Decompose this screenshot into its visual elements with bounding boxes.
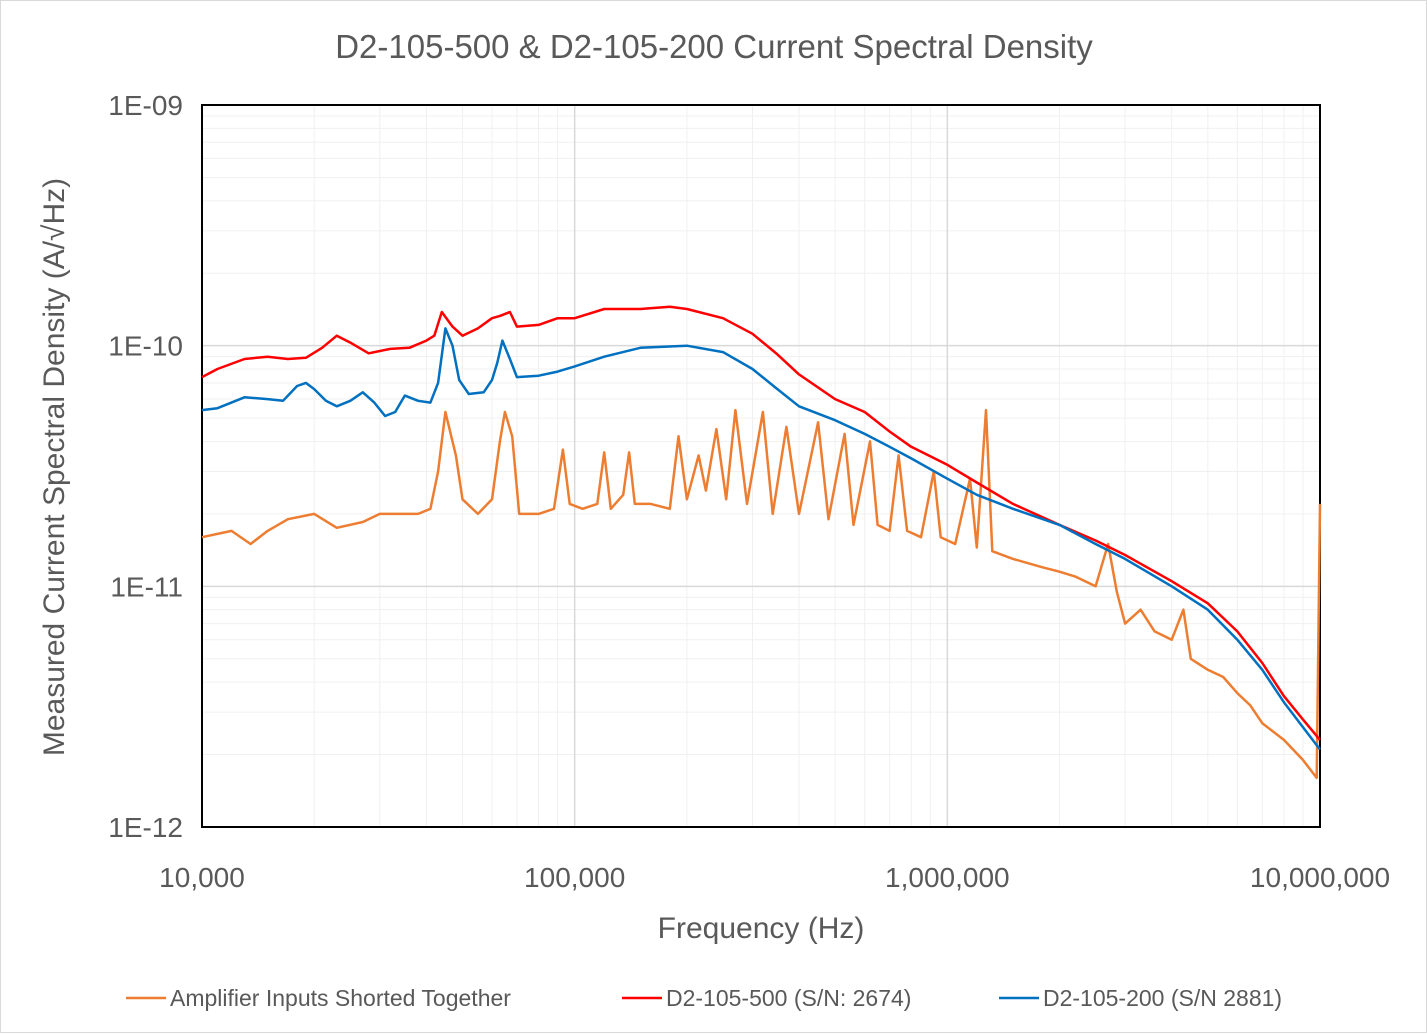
y-tick-label: 1E-12: [108, 812, 183, 843]
series-lines: [201, 305, 1322, 780]
series-line-1: [201, 408, 1322, 780]
series-line-2: [201, 305, 1321, 741]
x-tick-label: 100,000: [524, 862, 625, 893]
series-line-3: [201, 327, 1321, 751]
y-axis-title: Measured Current Spectral Density (A/√Hz…: [38, 178, 71, 756]
x-tick-label: 1,000,000: [885, 862, 1010, 893]
y-tick-label: 1E-11: [110, 571, 183, 602]
gridlines: [201, 104, 1321, 828]
x-tick-label: 10,000,000: [1250, 862, 1390, 893]
x-axis-tick-labels: 10,000 100,000 1,000,000 10,000,000: [159, 862, 1390, 893]
x-axis-title: Frequency (Hz): [658, 912, 865, 945]
plot-area-border: [201, 104, 1321, 828]
legend: Amplifier Inputs Shorted Together D2-105-…: [126, 985, 1282, 1011]
legend-label-1: Amplifier Inputs Shorted Together: [170, 985, 511, 1011]
chart-title: D2-105-500 & D2-105-200 Current Spectral…: [335, 28, 1093, 65]
legend-label-3: D2-105-200 (S/N 2881): [1043, 985, 1282, 1011]
legend-label-2: D2-105-500 (S/N: 2674): [666, 985, 911, 1011]
y-axis-tick-labels: 1E-09 1E-10 1E-11 1E-12: [108, 90, 183, 843]
x-tick-label: 10,000: [159, 862, 245, 893]
y-tick-label: 1E-10: [108, 331, 183, 362]
y-tick-label: 1E-09: [108, 90, 183, 121]
